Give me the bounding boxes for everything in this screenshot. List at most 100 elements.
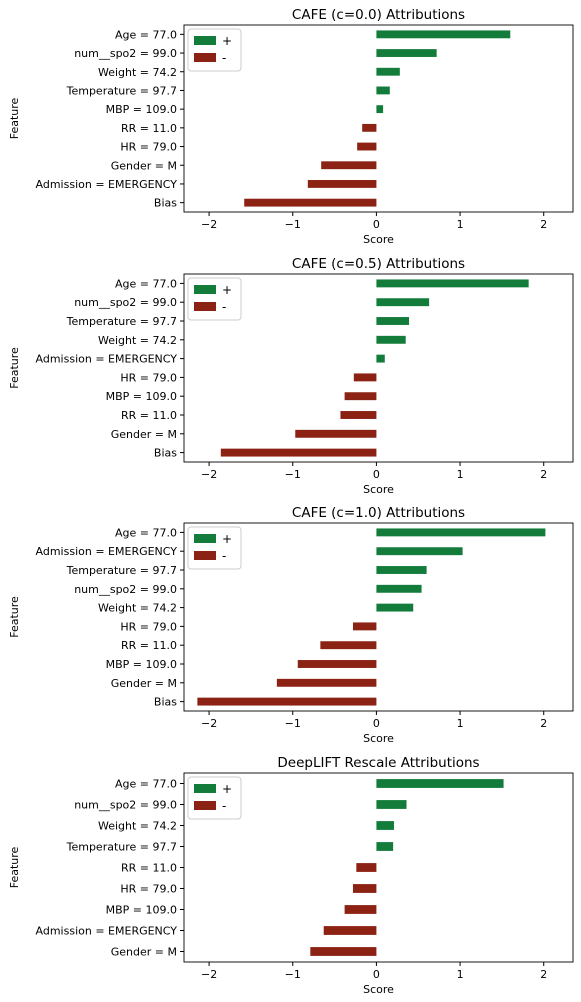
legend-swatch: [194, 784, 216, 793]
y-tick-label: RR = 11.0: [121, 862, 177, 875]
chart-panel-3: Age = 77.0 Admission = EMERGENCY Temperatu…: [8, 505, 574, 745]
legend-label: +: [222, 532, 232, 546]
bar-negative: [362, 123, 377, 132]
y-tick-label: num__spo2 = 99.0: [74, 799, 177, 812]
y-tick-label: Bias: [154, 696, 177, 709]
x-tick-label: −2: [201, 468, 217, 481]
x-tick-label: 1: [457, 717, 464, 730]
x-tick-label: 1: [457, 468, 464, 481]
bar-negative: [307, 180, 377, 188]
y-tick-label: RR = 11.0: [121, 122, 177, 135]
legend-swatch: [194, 36, 216, 45]
bar-negative: [197, 697, 377, 706]
bar-positive: [376, 821, 394, 830]
y-tick-label: Weight = 74.2: [98, 66, 177, 79]
bar-positive: [376, 105, 384, 114]
legend-swatch: [194, 551, 216, 560]
x-tick-label: −1: [285, 218, 301, 231]
legend-label: +: [222, 782, 232, 796]
y-tick-label: Gender = M: [111, 428, 177, 441]
x-tick-label: 0: [373, 218, 380, 231]
y-tick-label: Weight = 74.2: [98, 334, 177, 347]
chart-title: CAFE (c=1.0) Attributions: [292, 505, 465, 521]
x-tick-label: −2: [201, 968, 217, 981]
bar-negative: [297, 660, 377, 668]
bar-positive: [376, 800, 407, 809]
axes-frame: [183, 522, 574, 712]
y-tick-label: MBP = 109.0: [106, 658, 177, 671]
bar-negative: [276, 678, 377, 687]
x-tick-label: −2: [201, 717, 217, 730]
legend-label: -: [222, 51, 226, 65]
chart-title: DeepLIFT Rescale Attributions: [277, 755, 479, 771]
bar-negative: [340, 411, 377, 419]
bar-positive: [376, 354, 385, 363]
legend-label: -: [222, 549, 226, 563]
y-tick-label: Age = 77.0: [115, 526, 177, 539]
chart-title: CAFE (c=0.5) Attributions: [292, 256, 465, 272]
x-tick-label: −2: [201, 218, 217, 231]
bar-positive: [376, 547, 463, 556]
y-tick-label: Admission = EMERGENCY: [36, 545, 178, 558]
y-tick-label: HR = 79.0: [120, 883, 177, 896]
bar-negative: [220, 448, 377, 457]
bar-positive: [376, 603, 414, 612]
x-tick-label: 2: [540, 717, 547, 730]
y-tick-label: MBP = 109.0: [106, 390, 177, 403]
y-tick-label: Gender = M: [111, 677, 177, 690]
y-tick-label: Temperature = 97.7: [66, 564, 177, 577]
legend-label: +: [222, 283, 232, 297]
bar-negative: [320, 641, 377, 650]
y-tick-label: Gender = M: [111, 159, 177, 172]
chart-panel-1: Age = 77.0 num__spo2 = 99.0 Weight = 74.2 T…: [8, 7, 574, 246]
y-tick-label: HR = 79.0: [120, 620, 177, 633]
legend: +-: [187, 28, 242, 72]
y-tick-label: num__spo2 = 99.0: [74, 583, 177, 596]
legend-swatch: [194, 801, 216, 810]
chart-title: CAFE (c=0.0) Attributions: [292, 7, 465, 23]
y-tick-label: Admission = EMERGENCY: [36, 178, 178, 191]
bar-positive: [376, 317, 410, 325]
bar-negative: [295, 429, 377, 438]
y-tick-label: HR = 79.0: [120, 141, 177, 154]
y-tick-label: Bias: [154, 197, 177, 210]
legend-box: [187, 776, 242, 820]
bar-positive: [376, 67, 400, 76]
x-tick-label: 1: [457, 218, 464, 231]
y-tick-label: Age = 77.0: [115, 277, 177, 290]
x-tick-label: 0: [373, 717, 380, 730]
bar-negative: [310, 947, 377, 956]
bar-positive: [376, 842, 394, 851]
axes-frame: [183, 273, 574, 463]
chart-panel-2: Age = 77.0 num__spo2 = 99.0 Temperature = …: [8, 256, 574, 496]
bar-negative: [352, 884, 377, 893]
x-tick-label: −1: [285, 717, 301, 730]
y-tick-label: HR = 79.0: [120, 371, 177, 384]
legend: +-: [187, 776, 242, 820]
legend-label: -: [222, 799, 226, 813]
y-tick-label: Weight = 74.2: [98, 820, 177, 833]
legend-swatch: [194, 302, 216, 311]
y-axis-label: Feature: [8, 347, 21, 389]
x-tick-label: 0: [373, 968, 380, 981]
y-tick-label: Admission = EMERGENCY: [36, 925, 178, 938]
x-tick-label: 0: [373, 468, 380, 481]
bar-positive: [376, 584, 422, 593]
legend-box: [187, 526, 242, 570]
bar-positive: [376, 566, 427, 574]
y-tick-label: Age = 77.0: [115, 778, 177, 791]
y-tick-label: Temperature = 97.7: [66, 315, 177, 328]
x-tick-label: 2: [540, 468, 547, 481]
x-tick-label: 2: [540, 218, 547, 231]
y-axis-label: Feature: [8, 97, 21, 139]
y-tick-label: Admission = EMERGENCY: [36, 353, 178, 366]
bar-negative: [356, 863, 377, 872]
bar-negative: [353, 373, 377, 382]
y-tick-label: RR = 11.0: [121, 409, 177, 422]
bar-positive: [376, 30, 511, 39]
bar-negative: [357, 142, 377, 151]
legend-box: [187, 277, 242, 321]
x-tick-label: 1: [457, 968, 464, 981]
y-tick-label: num__spo2 = 99.0: [74, 47, 177, 60]
bar-negative: [323, 926, 377, 935]
